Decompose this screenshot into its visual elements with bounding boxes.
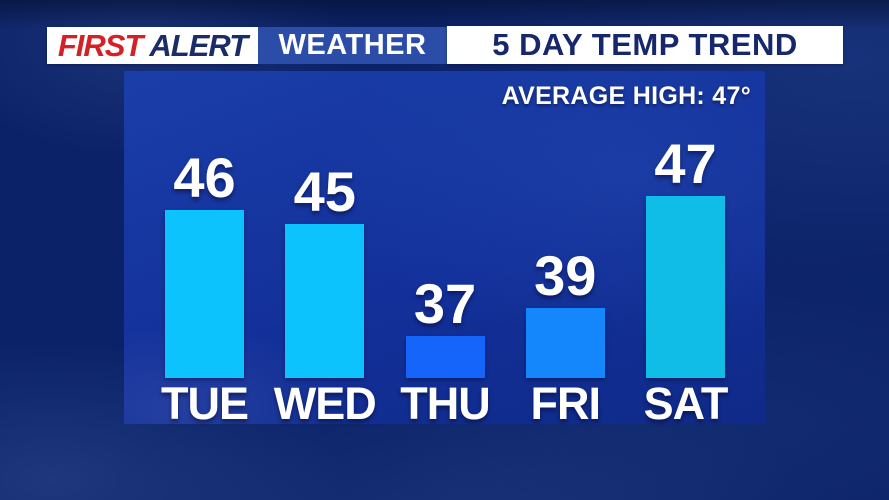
bar-value-tue: 46 bbox=[173, 146, 236, 209]
average-high-annotation: AVERAGE HIGH: 47° bbox=[501, 82, 751, 110]
first-alert-logo: FIRST ALERT bbox=[47, 27, 258, 64]
bar-thu bbox=[405, 336, 485, 378]
bar-value-sat: 47 bbox=[654, 132, 717, 195]
bar-value-thu: 37 bbox=[413, 272, 477, 335]
brand-first-text: FIRST bbox=[57, 27, 144, 63]
page-title: 5 DAY TEMP TREND bbox=[447, 26, 843, 64]
day-label-sat: SAT bbox=[643, 378, 729, 429]
bar-value-fri: 39 bbox=[534, 244, 597, 307]
brand-alert-text: ALERT bbox=[149, 27, 248, 63]
bar-wed bbox=[285, 224, 365, 378]
day-label-thu: THU bbox=[400, 378, 490, 429]
bar-sat bbox=[646, 196, 725, 378]
day-label-tue: TUE bbox=[161, 378, 249, 429]
bar-chart: 46 TUE 45 WED 37 THU 39 FRI 47 SAT bbox=[124, 71, 765, 429]
day-label-fri: FRI bbox=[530, 378, 602, 429]
bar-tue bbox=[165, 210, 244, 378]
bar-value-wed: 45 bbox=[293, 160, 356, 223]
temp-trend-chart-panel: AVERAGE HIGH: 47° 46 TUE 45 WED 37 THU 39 FRI 47… bbox=[124, 71, 765, 429]
day-label-wed: WED bbox=[273, 378, 377, 429]
bar-fri bbox=[525, 308, 605, 378]
weather-banner: WEATHER bbox=[258, 27, 447, 64]
